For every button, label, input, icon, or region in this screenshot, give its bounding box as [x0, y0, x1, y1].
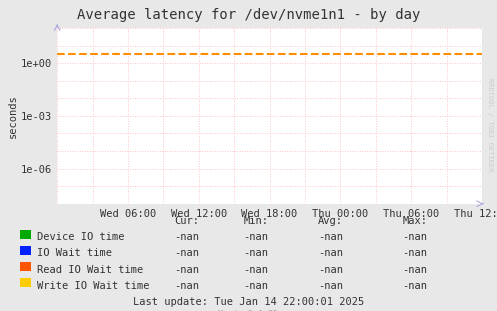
Text: Munin 2.0.72: Munin 2.0.72 [219, 310, 278, 311]
Text: Read IO Wait time: Read IO Wait time [37, 265, 143, 275]
Text: Last update: Tue Jan 14 22:00:01 2025: Last update: Tue Jan 14 22:00:01 2025 [133, 297, 364, 307]
Text: -nan: -nan [244, 232, 268, 242]
Text: IO Wait time: IO Wait time [37, 248, 112, 258]
Text: RRDTOOL / TOBI OETIKER: RRDTOOL / TOBI OETIKER [487, 78, 493, 171]
Text: Avg:: Avg: [318, 216, 343, 226]
Text: -nan: -nan [403, 265, 427, 275]
Text: -nan: -nan [403, 248, 427, 258]
Text: Write IO Wait time: Write IO Wait time [37, 281, 149, 291]
Text: -nan: -nan [318, 248, 343, 258]
Text: -nan: -nan [174, 265, 199, 275]
Text: Min:: Min: [244, 216, 268, 226]
Y-axis label: seconds: seconds [8, 94, 18, 138]
Text: -nan: -nan [318, 281, 343, 291]
Text: Device IO time: Device IO time [37, 232, 124, 242]
Text: Max:: Max: [403, 216, 427, 226]
Text: Average latency for /dev/nvme1n1 - by day: Average latency for /dev/nvme1n1 - by da… [77, 8, 420, 22]
Text: Cur:: Cur: [174, 216, 199, 226]
Text: -nan: -nan [174, 281, 199, 291]
Text: -nan: -nan [244, 265, 268, 275]
Text: -nan: -nan [244, 281, 268, 291]
Text: -nan: -nan [174, 232, 199, 242]
Text: -nan: -nan [403, 281, 427, 291]
Text: -nan: -nan [318, 232, 343, 242]
Text: -nan: -nan [174, 248, 199, 258]
Text: -nan: -nan [244, 248, 268, 258]
Text: -nan: -nan [403, 232, 427, 242]
Text: -nan: -nan [318, 265, 343, 275]
